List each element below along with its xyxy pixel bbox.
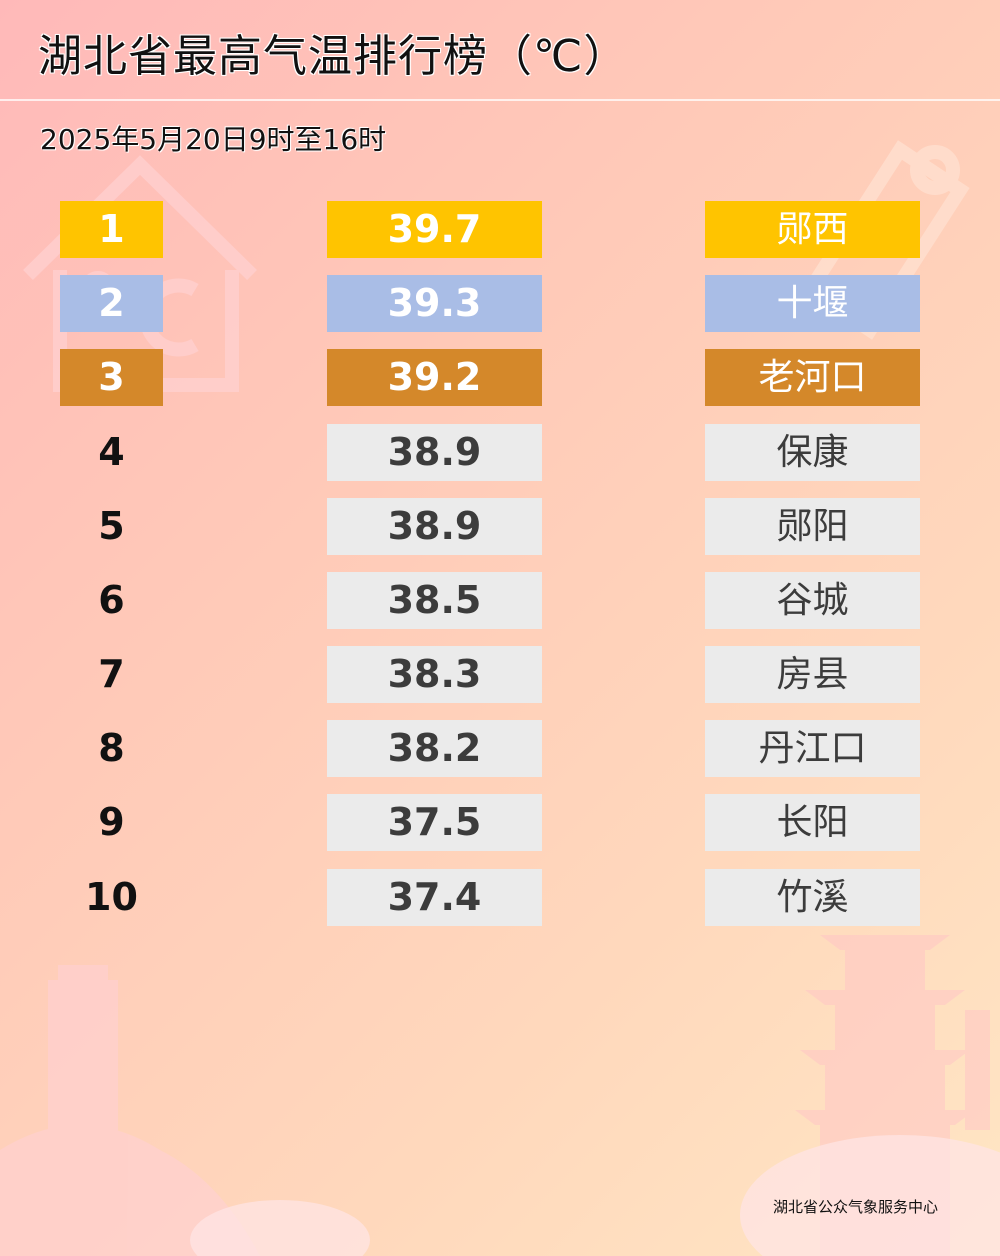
- temperature-cell: 37.5: [327, 794, 542, 851]
- rank-cell: 6: [98, 578, 125, 622]
- temperature-cell: 38.5: [327, 572, 542, 629]
- table-row: 3 39.2 老河口: [0, 349, 1000, 406]
- temperature-cell: 37.4: [327, 869, 542, 926]
- temperature-cell: 38.3: [327, 646, 542, 703]
- station-cell: 长阳: [705, 794, 920, 851]
- time-range-subtitle: 2025年5月20日9时至16时: [40, 123, 387, 156]
- header-divider: [0, 99, 1000, 101]
- station-cell: 保康: [705, 424, 920, 481]
- rank-cell: 5: [98, 504, 125, 548]
- table-row: 10 37.4 竹溪: [0, 869, 1000, 926]
- table-row: 5 38.9 郧阳: [0, 498, 1000, 555]
- table-row: 2 39.3 十堰: [0, 275, 1000, 332]
- table-row: 1 39.7 郧西: [0, 201, 1000, 258]
- temperature-cell: 38.2: [327, 720, 542, 777]
- station-cell: 老河口: [705, 349, 920, 406]
- rank-cell: 10: [85, 875, 138, 919]
- rank-cell: 8: [98, 726, 125, 770]
- rank-cell: 9: [98, 800, 125, 844]
- temperature-cell: 38.9: [327, 424, 542, 481]
- rank-cell: 3: [60, 349, 163, 406]
- station-cell: 谷城: [705, 572, 920, 629]
- cloud-icon: [190, 1135, 1000, 1256]
- station-cell: 郧阳: [705, 498, 920, 555]
- station-cell: 十堰: [705, 275, 920, 332]
- source-credit: 湖北省公众气象服务中心: [773, 1198, 939, 1216]
- rank-cell: 4: [98, 430, 125, 474]
- station-cell: 竹溪: [705, 869, 920, 926]
- table-row: 4 38.9 保康: [0, 424, 1000, 481]
- station-cell: 房县: [705, 646, 920, 703]
- temperature-cell: 39.7: [327, 201, 542, 258]
- station-cell: 郧西: [705, 201, 920, 258]
- table-row: 6 38.5 谷城: [0, 572, 1000, 629]
- rank-cell: 2: [60, 275, 163, 332]
- temperature-cell: 38.9: [327, 498, 542, 555]
- tower-silhouette-icon: [0, 965, 260, 1256]
- temperature-cell: 39.3: [327, 275, 542, 332]
- rank-cell: 7: [98, 652, 125, 696]
- table-row: 9 37.5 长阳: [0, 794, 1000, 851]
- table-row: 7 38.3 房县: [0, 646, 1000, 703]
- temperature-cell: 39.2: [327, 349, 542, 406]
- table-row: 8 38.2 丹江口: [0, 720, 1000, 777]
- rank-cell: 1: [60, 201, 163, 258]
- station-cell: 丹江口: [705, 720, 920, 777]
- page-title: 湖北省最高气温排行榜（℃）: [38, 31, 629, 82]
